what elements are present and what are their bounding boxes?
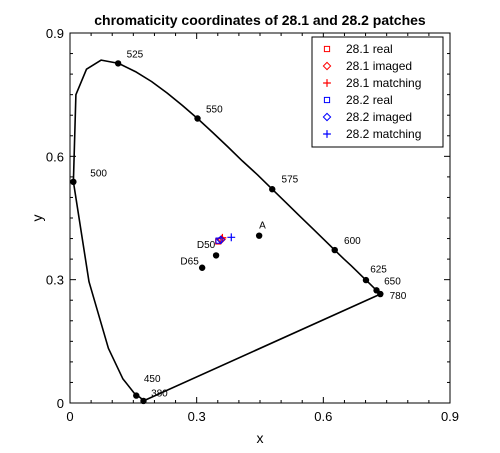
legend-marker xyxy=(322,112,332,122)
y-tick-label: 0.9 xyxy=(46,26,64,41)
plot-area: 0 0.3 0.6 0.9 0 0.3 0.6 0.9 380 450 500 525 550 575 60… xyxy=(46,26,459,424)
illuminant-dot xyxy=(198,264,206,271)
wavelength-dot xyxy=(362,276,370,284)
legend-marker xyxy=(323,79,331,87)
legend-marker xyxy=(322,61,332,71)
wavelength-dot xyxy=(70,178,77,186)
y-axis-label: y xyxy=(29,215,45,222)
wavelength-label: 525 xyxy=(127,49,144,60)
x-axis-label: x xyxy=(257,430,264,446)
illuminant-dot xyxy=(212,252,220,259)
y-tick-label: 0 xyxy=(57,396,64,411)
legend-entry: 28.1 imaged xyxy=(346,59,412,73)
wavelength-dot xyxy=(140,397,147,405)
legend-marker xyxy=(323,96,331,104)
legend-marker xyxy=(323,45,331,53)
wavelength-label: 780 xyxy=(390,291,407,302)
chart-title: chromaticity coordinates of 28.1 and 28.… xyxy=(94,12,426,28)
x-tick-label: 0.9 xyxy=(441,409,459,424)
data-point xyxy=(216,235,226,245)
illuminant-dot xyxy=(255,232,263,239)
legend-marker xyxy=(323,130,331,138)
wavelength-label: 450 xyxy=(144,374,161,385)
illuminant-label: D50 xyxy=(197,240,216,251)
illuminant-label: D65 xyxy=(180,257,199,268)
x-tick-label: 0.6 xyxy=(314,409,332,424)
y-tick-label: 0.3 xyxy=(46,273,64,288)
x-tick-label: 0.3 xyxy=(188,409,206,424)
wavelength-label: 650 xyxy=(384,276,401,287)
legend-box xyxy=(311,36,444,148)
wavelength-dot xyxy=(331,246,338,254)
wavelength-dot xyxy=(114,60,122,67)
wavelength-dot xyxy=(194,115,201,122)
legend: 28.1 real 28.1 imaged 28.1 matching 28.2 re… xyxy=(311,36,444,148)
wavelength-label: 550 xyxy=(206,104,223,115)
wavelength-label: 380 xyxy=(151,389,168,400)
y-tick-label: 0.6 xyxy=(46,149,64,164)
wavelength-label: 575 xyxy=(282,174,299,185)
wavelength-label: 500 xyxy=(90,169,107,180)
legend-entry: 28.2 matching xyxy=(346,127,421,141)
legend-entry: 28.1 real xyxy=(346,42,393,56)
legend-entry: 28.2 real xyxy=(346,93,393,107)
data-point xyxy=(227,233,236,242)
illuminant-label: A xyxy=(259,220,266,231)
wavelength-label: 625 xyxy=(370,264,387,275)
legend-entry: 28.1 matching xyxy=(346,76,421,90)
wavelength-dot xyxy=(133,392,140,399)
wavelength-label: 600 xyxy=(344,236,361,247)
x-tick-label: 0 xyxy=(66,409,73,424)
legend-entry: 28.2 imaged xyxy=(346,110,412,124)
wavelength-dot xyxy=(269,186,276,193)
wavelength-dot xyxy=(377,290,384,298)
